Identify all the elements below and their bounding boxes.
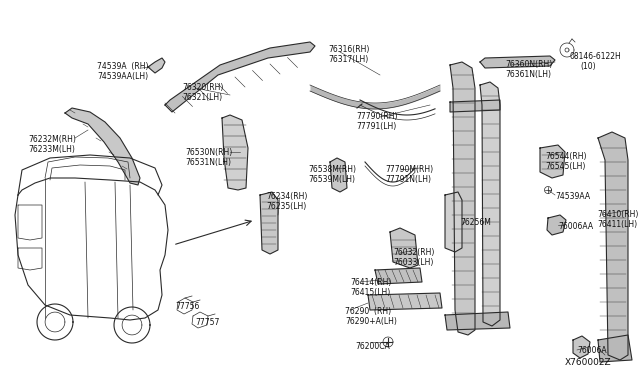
Text: 76411(LH): 76411(LH) bbox=[597, 220, 637, 229]
Polygon shape bbox=[598, 132, 628, 360]
Text: 76200CA: 76200CA bbox=[355, 342, 390, 351]
Text: X760002Z: X760002Z bbox=[565, 358, 612, 367]
Polygon shape bbox=[480, 82, 500, 326]
Text: 76539M(LH): 76539M(LH) bbox=[308, 175, 355, 184]
Polygon shape bbox=[573, 336, 590, 358]
Text: 77791N(LH): 77791N(LH) bbox=[385, 175, 431, 184]
Text: 76256M: 76256M bbox=[460, 218, 491, 227]
Text: 76320(RH): 76320(RH) bbox=[182, 83, 223, 92]
Text: 76530N(RH): 76530N(RH) bbox=[185, 148, 232, 157]
Text: 76290  (RH): 76290 (RH) bbox=[345, 307, 391, 316]
Polygon shape bbox=[330, 158, 347, 192]
Text: 76006A: 76006A bbox=[577, 346, 607, 355]
Text: 76316(RH): 76316(RH) bbox=[328, 45, 369, 54]
Polygon shape bbox=[260, 192, 278, 254]
Text: 77790(RH): 77790(RH) bbox=[356, 112, 397, 121]
Text: 76410(RH): 76410(RH) bbox=[597, 210, 638, 219]
Text: 77790M(RH): 77790M(RH) bbox=[385, 165, 433, 174]
Polygon shape bbox=[480, 56, 555, 68]
Polygon shape bbox=[390, 228, 418, 268]
Text: 74539AA: 74539AA bbox=[555, 192, 590, 201]
Polygon shape bbox=[375, 268, 422, 284]
Text: 76415(LH): 76415(LH) bbox=[350, 288, 390, 297]
Text: 77757: 77757 bbox=[195, 318, 220, 327]
Text: 77756: 77756 bbox=[175, 302, 200, 311]
Text: 76544(RH): 76544(RH) bbox=[545, 152, 586, 161]
Text: 74539A  (RH): 74539A (RH) bbox=[97, 62, 148, 71]
Text: 76317(LH): 76317(LH) bbox=[328, 55, 368, 64]
Text: 76531N(LH): 76531N(LH) bbox=[185, 158, 231, 167]
Polygon shape bbox=[547, 215, 566, 235]
Text: 76233M(LH): 76233M(LH) bbox=[28, 145, 75, 154]
Polygon shape bbox=[445, 192, 462, 252]
Polygon shape bbox=[148, 58, 165, 73]
Polygon shape bbox=[540, 145, 565, 178]
Text: 74539AA(LH): 74539AA(LH) bbox=[97, 72, 148, 81]
Text: 76360N(RH): 76360N(RH) bbox=[505, 60, 552, 69]
Polygon shape bbox=[165, 42, 315, 112]
Text: (10): (10) bbox=[580, 62, 596, 71]
Polygon shape bbox=[450, 100, 500, 112]
Text: 76006AA: 76006AA bbox=[558, 222, 593, 231]
Text: 76290+A(LH): 76290+A(LH) bbox=[345, 317, 397, 326]
Polygon shape bbox=[222, 115, 248, 190]
Polygon shape bbox=[450, 62, 475, 335]
Text: 76234(RH): 76234(RH) bbox=[266, 192, 307, 201]
Text: 08146-6122H: 08146-6122H bbox=[570, 52, 621, 61]
Polygon shape bbox=[445, 312, 510, 330]
Polygon shape bbox=[598, 335, 632, 362]
Text: 76545(LH): 76545(LH) bbox=[545, 162, 586, 171]
Text: 76321(LH): 76321(LH) bbox=[182, 93, 222, 102]
Text: 76032(RH): 76032(RH) bbox=[393, 248, 435, 257]
Text: 77791(LH): 77791(LH) bbox=[356, 122, 396, 131]
Text: 76232M(RH): 76232M(RH) bbox=[28, 135, 76, 144]
Polygon shape bbox=[368, 293, 442, 310]
Polygon shape bbox=[65, 108, 140, 185]
Text: 76538M(RH): 76538M(RH) bbox=[308, 165, 356, 174]
Text: 76414(RH): 76414(RH) bbox=[350, 278, 392, 287]
Text: 76361N(LH): 76361N(LH) bbox=[505, 70, 551, 79]
Text: 76033(LH): 76033(LH) bbox=[393, 258, 433, 267]
Text: 76235(LH): 76235(LH) bbox=[266, 202, 307, 211]
